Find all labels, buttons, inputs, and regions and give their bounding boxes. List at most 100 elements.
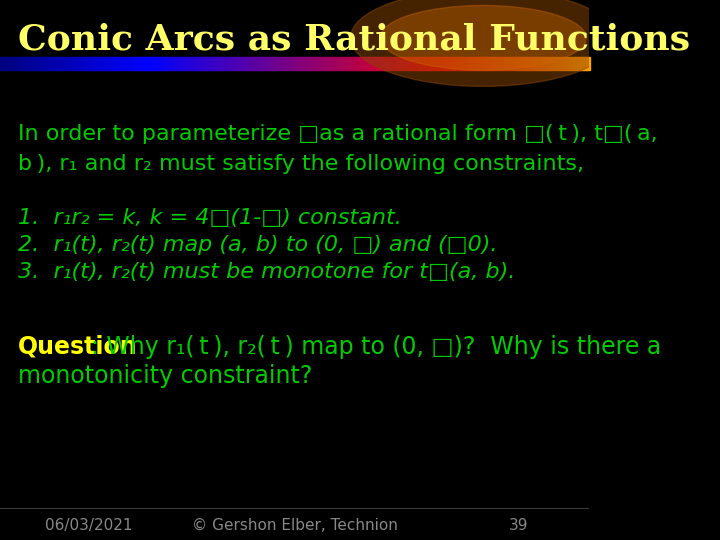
Bar xyxy=(521,57,525,70)
Bar xyxy=(303,57,307,70)
Bar xyxy=(551,57,554,70)
Bar xyxy=(348,57,351,70)
Bar xyxy=(442,57,446,70)
Bar xyxy=(44,57,48,70)
Bar xyxy=(469,57,472,70)
Bar xyxy=(501,57,504,70)
Bar xyxy=(118,57,122,70)
Bar xyxy=(35,57,39,70)
Bar xyxy=(489,57,492,70)
Bar xyxy=(456,57,460,70)
Bar xyxy=(0,57,4,70)
Bar xyxy=(338,57,342,70)
Bar xyxy=(203,57,207,70)
Bar xyxy=(238,57,242,70)
Bar xyxy=(354,57,357,70)
Bar xyxy=(545,57,549,70)
Bar xyxy=(374,57,377,70)
Bar xyxy=(56,57,60,70)
Bar xyxy=(439,57,443,70)
Bar xyxy=(18,57,21,70)
Bar xyxy=(100,57,104,70)
Bar xyxy=(498,57,501,70)
Text: 2.  r₁(t), r₂(t) map (a, b) to (0, □) and (□0).: 2. r₁(t), r₂(t) map (a, b) to (0, □) and… xyxy=(18,235,498,255)
Bar xyxy=(575,57,578,70)
Bar xyxy=(150,57,154,70)
Bar xyxy=(580,57,584,70)
Bar xyxy=(9,57,12,70)
Bar xyxy=(76,57,80,70)
Bar xyxy=(534,57,536,70)
Bar xyxy=(495,57,498,70)
Bar xyxy=(73,57,77,70)
Bar xyxy=(407,57,410,70)
Bar xyxy=(274,57,277,70)
Bar xyxy=(41,57,45,70)
Bar xyxy=(197,57,201,70)
Bar xyxy=(30,57,33,70)
Bar xyxy=(165,57,168,70)
Bar xyxy=(518,57,522,70)
Bar xyxy=(292,57,295,70)
Bar xyxy=(162,57,166,70)
Bar xyxy=(248,57,251,70)
Bar xyxy=(245,57,248,70)
Bar xyxy=(209,57,212,70)
Bar xyxy=(400,57,404,70)
Bar xyxy=(427,57,431,70)
Bar xyxy=(171,57,174,70)
Bar xyxy=(121,57,125,70)
Bar xyxy=(557,57,560,70)
Bar xyxy=(577,57,581,70)
Bar xyxy=(256,57,260,70)
Bar xyxy=(504,57,508,70)
Bar xyxy=(21,57,24,70)
Bar xyxy=(516,57,519,70)
Bar xyxy=(174,57,177,70)
Bar xyxy=(138,57,142,70)
Bar xyxy=(106,57,109,70)
Bar xyxy=(310,57,312,70)
Bar xyxy=(586,57,590,70)
Text: Question: Question xyxy=(18,335,138,359)
Bar xyxy=(148,57,150,70)
Bar xyxy=(397,57,401,70)
Bar xyxy=(206,57,210,70)
Bar xyxy=(362,57,366,70)
Bar xyxy=(132,57,136,70)
Bar xyxy=(315,57,319,70)
Bar xyxy=(433,57,436,70)
Bar xyxy=(115,57,118,70)
Bar xyxy=(472,57,475,70)
Bar xyxy=(294,57,298,70)
Bar xyxy=(86,57,89,70)
Bar xyxy=(186,57,189,70)
Bar xyxy=(454,57,457,70)
Bar xyxy=(135,57,139,70)
Bar xyxy=(271,57,274,70)
Bar xyxy=(230,57,233,70)
Bar xyxy=(371,57,374,70)
Bar xyxy=(430,57,433,70)
Bar xyxy=(389,57,392,70)
Bar xyxy=(47,57,50,70)
Bar xyxy=(562,57,566,70)
Bar xyxy=(200,57,204,70)
Bar xyxy=(386,57,390,70)
Bar xyxy=(156,57,160,70)
Bar xyxy=(79,57,83,70)
Bar xyxy=(176,57,180,70)
Text: 06/03/2021: 06/03/2021 xyxy=(45,518,132,534)
Bar xyxy=(312,57,316,70)
Bar xyxy=(253,57,257,70)
Bar xyxy=(342,57,345,70)
Bar xyxy=(215,57,219,70)
Bar xyxy=(130,57,133,70)
Bar xyxy=(569,57,572,70)
Bar xyxy=(144,57,148,70)
Bar xyxy=(421,57,425,70)
Bar xyxy=(548,57,552,70)
Bar xyxy=(483,57,487,70)
Bar xyxy=(415,57,419,70)
Bar xyxy=(241,57,245,70)
